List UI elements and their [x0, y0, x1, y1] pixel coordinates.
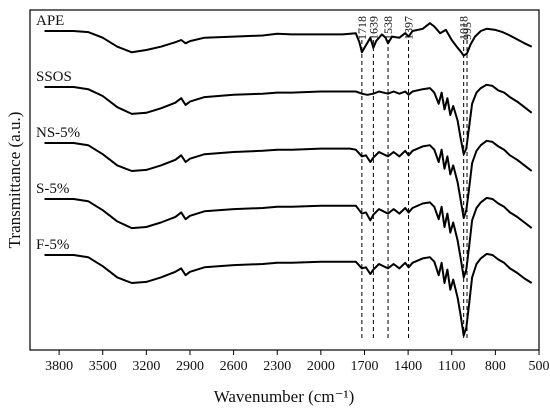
- series-label: SSOS: [36, 69, 72, 85]
- x-tick-label: 2300: [263, 359, 291, 374]
- y-axis-title: Transmittance (a.u.): [5, 112, 24, 249]
- spectrum-line: [44, 83, 533, 156]
- series-label: APE: [36, 13, 64, 29]
- x-tick-label: 1700: [350, 359, 378, 374]
- spectrum-line: [44, 139, 533, 219]
- spectra: APE SSOS NS-5% S-5% F-5%: [36, 13, 533, 337]
- series-label: NS-5%: [36, 125, 80, 141]
- spectrum-line: [44, 22, 533, 57]
- x-tick-label: 3200: [132, 359, 160, 374]
- x-axis-title: Wavenumber (cm⁻¹): [214, 387, 355, 406]
- x-tick-label: 3800: [45, 359, 73, 374]
- peak-label: 1718: [355, 16, 369, 40]
- x-axis-ticks: 3800 3500 3200 2900 2600 2300 2000 1700 1400 1100…: [45, 350, 550, 374]
- series-label: S-5%: [36, 181, 69, 197]
- x-tick-label: 3500: [89, 359, 117, 374]
- peak-label: 1639: [366, 16, 380, 40]
- x-tick-label: 2000: [307, 359, 335, 374]
- plot-frame: [29, 9, 540, 351]
- x-tick-label: 1100: [438, 359, 465, 374]
- spectrum-line: [44, 252, 533, 337]
- x-tick-label: 500: [529, 359, 550, 374]
- series-label: F-5%: [36, 237, 69, 253]
- spectrum-line: [44, 196, 533, 279]
- x-tick-label: 1400: [394, 359, 422, 374]
- x-tick-label: 2900: [176, 359, 204, 374]
- peak-label: 995: [460, 22, 474, 40]
- peak-label: 1538: [381, 16, 395, 40]
- x-tick-label: 2600: [220, 359, 248, 374]
- peak-label: 1018: [457, 16, 471, 40]
- x-tick-label: 800: [485, 359, 506, 374]
